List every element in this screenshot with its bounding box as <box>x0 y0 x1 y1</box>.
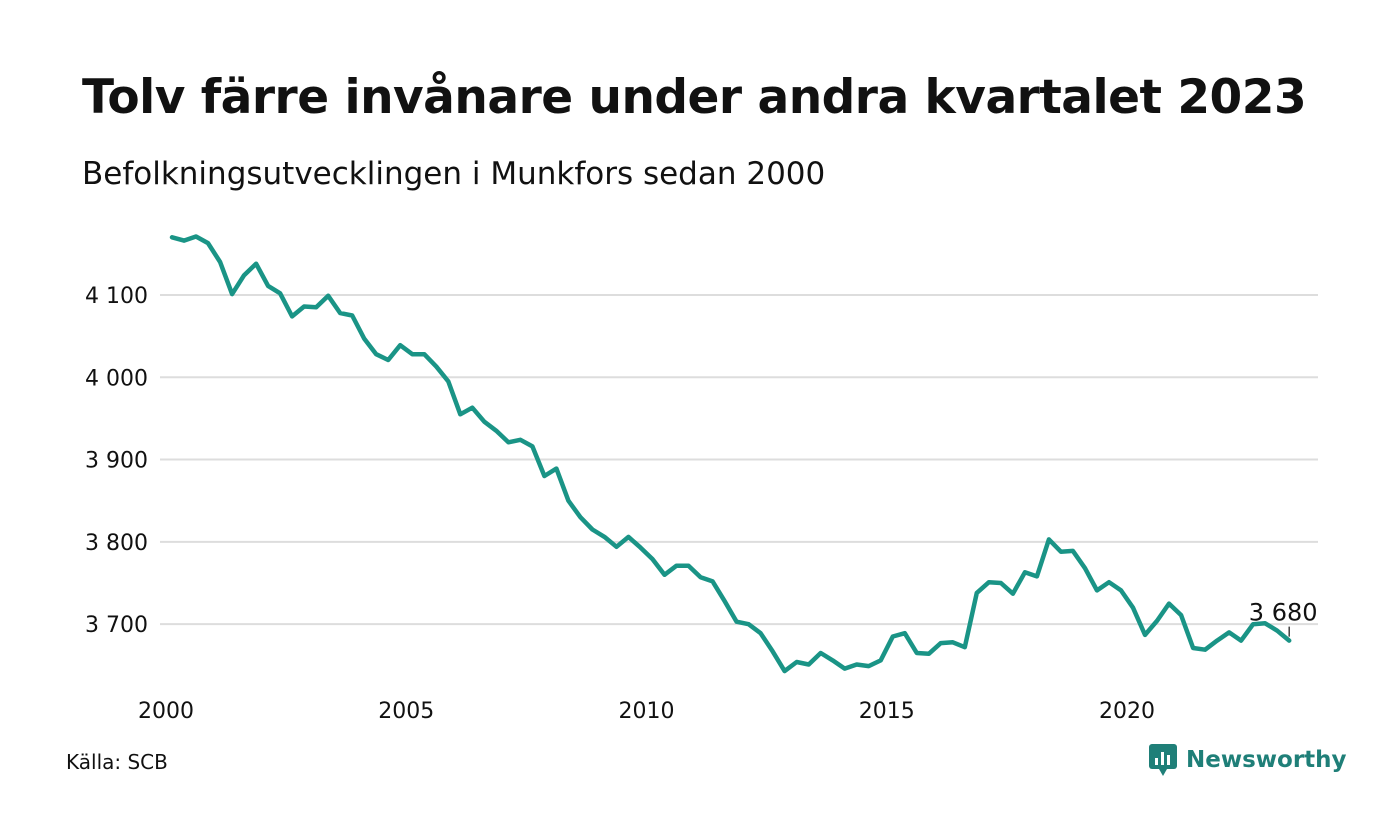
x-tick-label: 2005 <box>378 699 434 724</box>
brand-logo: Newsworthy <box>1148 743 1347 777</box>
x-tick-label: 2010 <box>618 699 674 724</box>
newsworthy-logo-icon <box>1149 744 1177 776</box>
grid-lines <box>160 293 1318 626</box>
chart-title: Tolv färre invånare under andra kvartale… <box>82 70 1307 125</box>
y-tick-label: 3 800 <box>85 531 148 556</box>
x-tick-label: 2000 <box>138 699 194 724</box>
x-tick-label: 2015 <box>859 699 915 724</box>
y-axis-tick-labels: 3 700 3 800 3 900 4 000 4 100 <box>85 284 148 638</box>
y-tick-label: 4 000 <box>85 366 148 391</box>
chart-subtitle: Befolkningsutvecklingen i Munkfors sedan… <box>82 156 826 192</box>
source-credit: Källa: SCB <box>66 750 168 774</box>
end-value-label: 3 680 <box>1249 599 1318 627</box>
x-axis-tick-labels: 2000 2005 2010 2015 2020 <box>138 699 1155 724</box>
brand-name: Newsworthy <box>1186 747 1347 773</box>
y-tick-label: 4 100 <box>85 284 148 309</box>
series-layer <box>169 234 1292 674</box>
y-tick-label: 3 700 <box>85 613 148 638</box>
end-value-annotation: 3 680 <box>1249 599 1318 637</box>
series-line <box>169 234 1292 674</box>
x-tick-label: 2020 <box>1099 699 1155 724</box>
y-tick-label: 3 900 <box>85 449 148 474</box>
